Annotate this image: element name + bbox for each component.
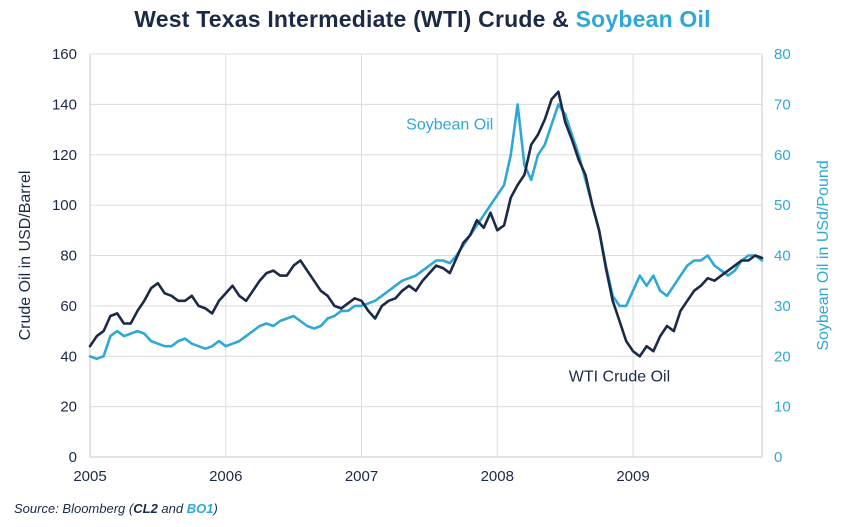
y-tick-label: 60: [60, 298, 77, 315]
y-tick-label: 20: [60, 399, 77, 416]
chart-title-main: West Texas Intermediate (WTI) Crude &: [134, 6, 576, 32]
y2-tick-label: 20: [774, 348, 791, 365]
y-tick-label: 120: [52, 147, 77, 164]
y2-tick-label: 30: [774, 298, 791, 315]
wti-crude-line: [88, 90, 764, 358]
y2-tick-label: 80: [774, 46, 791, 63]
chart-title-highlight: Soybean Oil: [575, 6, 711, 32]
source-and: and: [157, 501, 187, 516]
x-tick-label: 2006: [209, 468, 242, 485]
annotations: Soybean Oil WTI Crude Oil: [406, 117, 670, 386]
y2-tick-label: 70: [774, 96, 791, 113]
x-tick-label: 2005: [73, 468, 106, 485]
chart-title: West Texas Intermediate (WTI) Crude & So…: [0, 6, 845, 33]
source-prefix: Source: Bloomberg (: [14, 501, 134, 516]
y-tick-label: 160: [52, 46, 77, 63]
source-note: Source: Bloomberg (CL2 and BO1): [14, 501, 218, 516]
y2-axis-title: Soybean Oil in USd/Pound: [815, 160, 832, 350]
y2-tick-label: 50: [774, 197, 791, 214]
y2-tick-label: 0: [774, 449, 782, 466]
x-tick-label: 2008: [481, 468, 514, 485]
y2-tick-label: 40: [774, 248, 791, 265]
x-tick-label: 2009: [616, 468, 649, 485]
x-tick-label: 2007: [345, 468, 378, 485]
soybean-oil-annotation: Soybean Oil: [406, 117, 493, 134]
gridlines: [90, 53, 762, 457]
series: [88, 90, 764, 361]
axes: 0 20 40 60 80 100 120 140 160 0 10 20 30 40 50 60 70 80 20…: [17, 46, 832, 485]
y-tick-label: 140: [52, 96, 77, 113]
soybean-oil-line: [88, 103, 764, 361]
y-tick-label: 40: [60, 348, 77, 365]
y-tick-label: 100: [52, 197, 77, 214]
y-tick-label: 0: [69, 449, 77, 466]
source-suffix: ): [213, 501, 218, 516]
y-tick-label: 80: [60, 248, 77, 265]
y2-tick-label: 10: [774, 399, 791, 416]
y2-tick-label: 60: [774, 147, 791, 164]
source-code-cl2: CL2: [133, 501, 158, 516]
wti-crude-annotation: WTI Crude Oil: [569, 368, 670, 385]
source-code-bo1: BO1: [186, 501, 214, 516]
y-axis-title: Crude Oil in USD/Barrel: [17, 171, 34, 341]
